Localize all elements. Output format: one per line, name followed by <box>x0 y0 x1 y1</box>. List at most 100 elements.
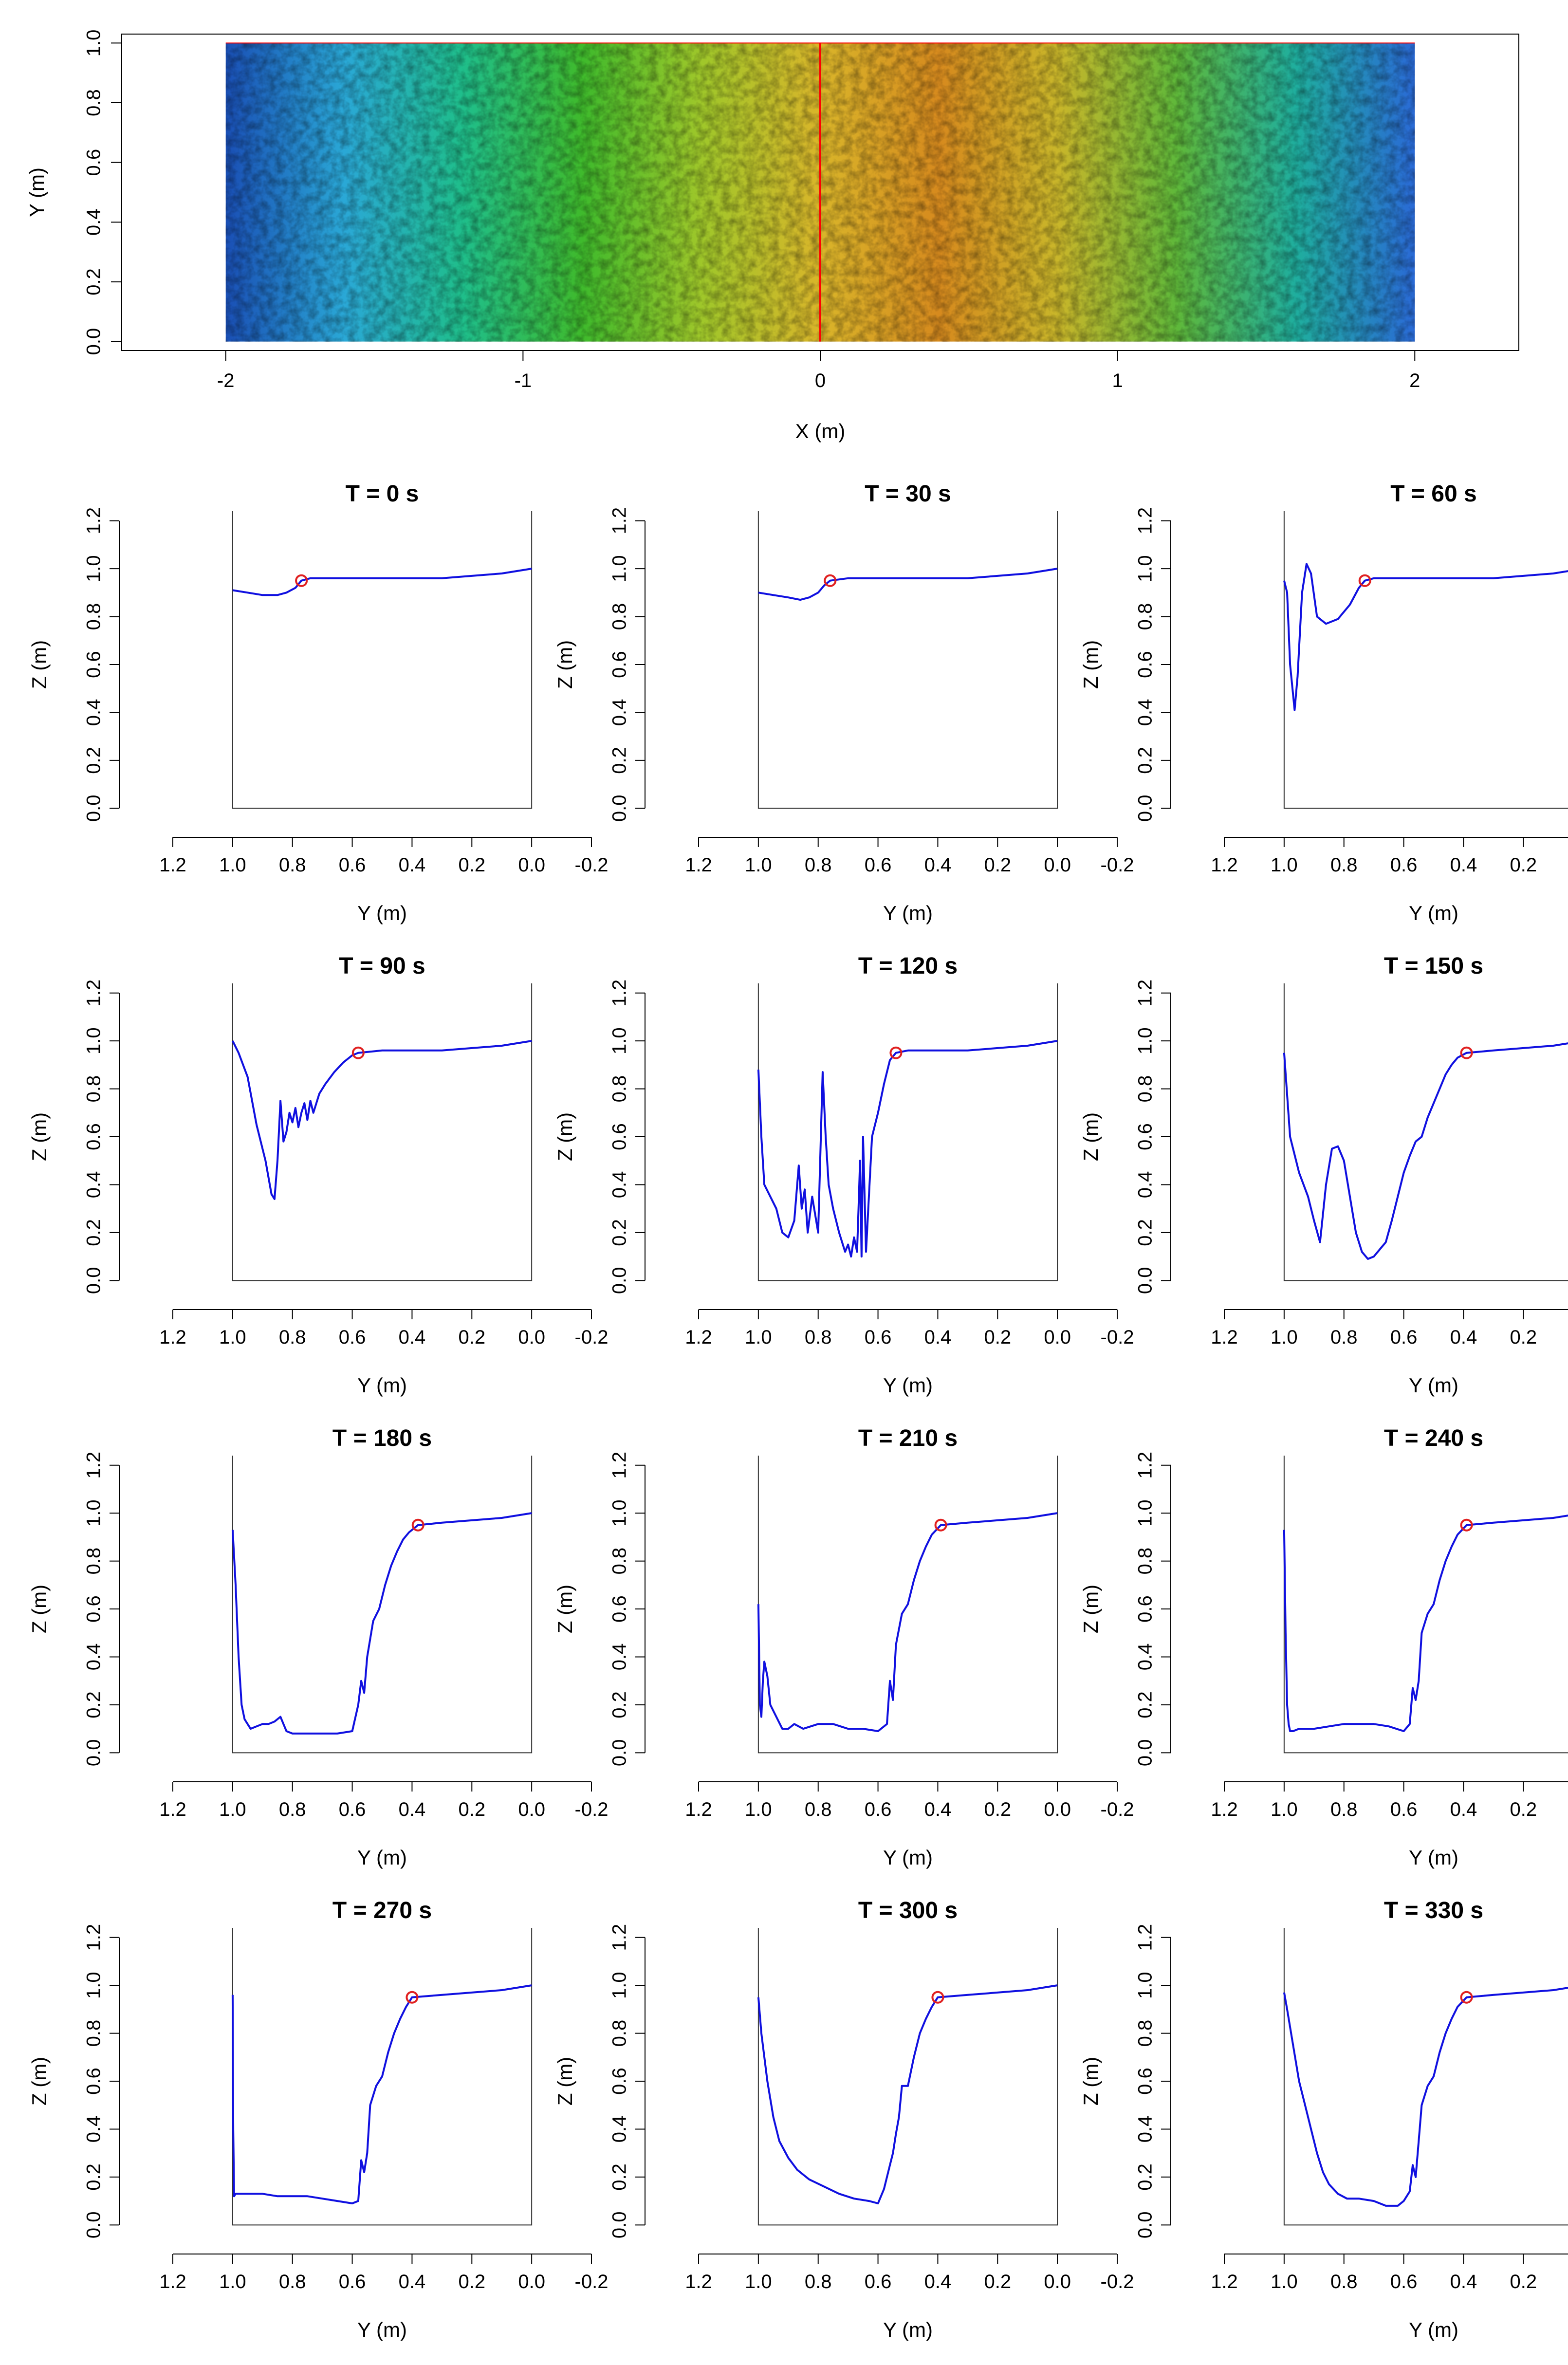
x-tick-label: 0.6 <box>865 1799 892 1820</box>
y-tick-label: 0.0 <box>83 1267 105 1294</box>
panel-title: T = 30 s <box>865 481 951 507</box>
y-tick-label: 0.2 <box>1135 2163 1156 2191</box>
x-axis-label: Y (m) <box>357 2318 407 2341</box>
panel-title: T = 240 s <box>1384 1425 1483 1451</box>
profile-chart: 1.2 1.0 0.8 0.6 0.4 0.2 0.0 -0.2 Y (m) 0.0 0.2 0.4 0… <box>28 481 608 924</box>
y-tick-label: 0.2 <box>609 747 630 774</box>
x-tick-label: 1.2 <box>1211 854 1238 876</box>
x-tick-label: 0.0 <box>518 854 545 876</box>
crest-marker <box>934 1518 947 1532</box>
panel-title: T = 120 s <box>858 953 958 979</box>
profile-line <box>757 1984 1058 2204</box>
profile-line <box>232 1040 532 1200</box>
x-tick-label: 0.6 <box>339 854 366 876</box>
x-tick-label: 1.0 <box>745 1327 772 1348</box>
x-axis-label: Y (m) <box>883 1374 933 1397</box>
x-axis-label: Y (m) <box>357 1846 407 1869</box>
y-axis-label: Z (m) <box>553 1585 576 1633</box>
y-tick-label: 0.2 <box>1135 1691 1156 1718</box>
x-tick-label: 0.2 <box>1510 854 1537 876</box>
y-tick-label: 1.0 <box>1135 555 1156 582</box>
panel-title: T = 330 s <box>1384 1898 1483 1923</box>
y-tick-label: 0.8 <box>609 1548 630 1575</box>
y-tick-label: 0.4 <box>1135 699 1156 726</box>
y-tick-label: 1.0 <box>609 555 630 582</box>
y-tick-label: 1.2 <box>609 507 630 535</box>
y-tick-label: 0.8 <box>609 2020 630 2047</box>
x-tick-label: 0.6 <box>865 854 892 876</box>
y-tick-label: 0.0 <box>83 2212 105 2239</box>
profile-line <box>1283 1987 1568 2207</box>
profile-chart: 1.2 1.0 0.8 0.6 0.4 0.2 0.0 -0.2 Y (m) 0.0 0.2 0.4 0… <box>553 1425 1134 1869</box>
crest-marker <box>406 1991 419 2004</box>
flume-walls <box>1283 1456 1568 1754</box>
x-tick-label: 0.0 <box>518 2271 545 2292</box>
profile-chart: 1.2 1.0 0.8 0.6 0.4 0.2 0.0 -0.2 Y (m) 0.0 0.2 0.4 0… <box>553 481 1134 924</box>
y-tick-label: 0.2 <box>83 1219 105 1246</box>
y-tick-label: 1.2 <box>83 979 105 1007</box>
x-tick-label: 0.4 <box>1450 854 1477 876</box>
profile-line <box>757 1040 1058 1258</box>
crest-marker <box>931 1991 944 2004</box>
y-tick-label: 0.2 <box>1135 747 1156 774</box>
y-tick-label: 0.2 <box>83 268 105 296</box>
x-tick-label: 1.2 <box>685 854 712 876</box>
x-tick-label: 0.2 <box>984 854 1011 876</box>
x-axis-label: Y (m) <box>1409 1374 1458 1397</box>
x-tick-label: 0.6 <box>1390 2271 1418 2292</box>
x-tick-label: 0.6 <box>1390 1327 1418 1348</box>
x-axis-label: Y (m) <box>357 1374 407 1397</box>
flume-walls <box>1283 511 1568 809</box>
x-tick-label: 0.6 <box>339 1799 366 1820</box>
x-tick-label: 0.0 <box>518 1327 545 1348</box>
y-tick-label: 1.0 <box>83 1499 105 1527</box>
flume-walls <box>757 511 1058 809</box>
y-tick-label: 0.6 <box>609 1595 630 1623</box>
crest-marker <box>824 574 837 587</box>
profile-chart: 1.2 1.0 0.8 0.6 0.4 0.2 0.0 -0.2 Y (m) 0.0 0.2 0.4 0… <box>553 953 1134 1397</box>
y-tick-label: 0.0 <box>1135 1267 1156 1294</box>
y-tick-label: 1.2 <box>1135 979 1156 1007</box>
y-tick-label: 1.0 <box>1135 1027 1156 1054</box>
y-tick-label: 0.6 <box>83 1123 105 1150</box>
y-tick-label: 0.6 <box>83 1595 105 1623</box>
y-tick-label: 0.8 <box>83 2020 105 2047</box>
x-tick-label: 0.4 <box>924 2271 952 2292</box>
y-axis-label: Z (m) <box>553 640 576 689</box>
x-tick-label: 0.6 <box>1390 854 1418 876</box>
y-tick-label: 0.6 <box>1135 651 1156 678</box>
x-tick-label: 0.8 <box>805 854 832 876</box>
flume-walls <box>1283 1928 1568 2226</box>
x-tick-label: 1.2 <box>1211 2271 1238 2292</box>
y-tick-label: 1.2 <box>1135 1924 1156 1951</box>
y-axis-label: Z (m) <box>1079 1112 1102 1161</box>
x-tick-label: 1.2 <box>159 2271 186 2292</box>
y-tick-label: 1.2 <box>83 1924 105 1951</box>
x-tick-label: 0.2 <box>1510 1327 1537 1348</box>
x-tick-label: 1.0 <box>1271 2271 1298 2292</box>
panel-title: T = 270 s <box>332 1898 432 1923</box>
x-axis-label: X (m) <box>795 420 846 443</box>
panel-title: T = 90 s <box>339 953 425 979</box>
profile-line <box>232 568 532 596</box>
y-tick-label: 0.4 <box>83 699 105 726</box>
y-tick-label: 0.4 <box>609 1644 630 1671</box>
y-tick-label: 0.8 <box>609 603 630 630</box>
profile-line <box>1283 563 1568 711</box>
x-tick-label: 0.8 <box>805 1799 832 1820</box>
y-tick-label: 0.6 <box>83 2068 105 2095</box>
profile-line <box>1283 1515 1568 1732</box>
x-axis-label: Y (m) <box>357 902 407 924</box>
y-tick-label: 0.4 <box>609 1171 630 1199</box>
x-tick-label: 0.0 <box>1044 1799 1071 1820</box>
x-tick-label: 0.4 <box>1450 1799 1477 1820</box>
x-tick-label: 0.4 <box>1450 2271 1477 2292</box>
y-axis-label: Z (m) <box>1079 640 1102 689</box>
y-tick-label: 0.2 <box>83 2163 105 2191</box>
y-tick-label: 0.0 <box>609 2212 630 2239</box>
x-tick-label: 0.2 <box>984 1327 1011 1348</box>
x-tick-label: 0.4 <box>399 1327 426 1348</box>
y-tick-label: 1.0 <box>609 1499 630 1527</box>
x-tick-label: 1.0 <box>745 854 772 876</box>
x-tick-label: 0.8 <box>279 854 306 876</box>
